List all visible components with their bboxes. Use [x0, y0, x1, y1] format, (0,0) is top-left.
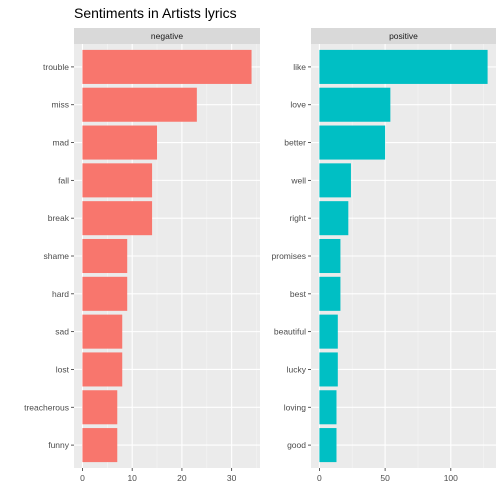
- chart-title: Sentiments in Artists lyrics: [74, 5, 237, 21]
- y-tick-label: hard: [52, 289, 69, 299]
- y-tick-label: love: [290, 100, 306, 110]
- x-tick-label: 0: [80, 473, 85, 483]
- y-tick-label: lucky: [287, 364, 307, 374]
- y-tick-label: lost: [56, 364, 70, 374]
- bar-sad: [82, 314, 123, 349]
- y-tick-label: funny: [48, 440, 70, 450]
- y-tick-label: loving: [284, 402, 306, 412]
- bar-like: [319, 49, 488, 84]
- bar-best: [319, 276, 341, 311]
- bar-lucky: [319, 352, 338, 387]
- bar-miss: [82, 87, 197, 122]
- y-tick-label: promises: [272, 251, 306, 261]
- y-tick-label: mad: [52, 138, 69, 148]
- bar-funny: [82, 428, 118, 463]
- facet-strip: [74, 28, 260, 44]
- x-tick-label: 20: [177, 473, 187, 483]
- bar-fall: [82, 163, 153, 198]
- x-tick-label: 50: [380, 473, 390, 483]
- bar-mad: [82, 125, 158, 160]
- bar-treacherous: [82, 390, 118, 425]
- y-tick-label: beautiful: [274, 327, 306, 337]
- x-tick-label: 0: [317, 473, 322, 483]
- y-tick-label: break: [48, 213, 70, 223]
- facet-positive: positive like love better well right promises b…: [272, 28, 496, 483]
- y-tick-label: miss: [52, 100, 69, 110]
- y-tick-label: right: [289, 213, 306, 223]
- bar-good: [319, 428, 337, 463]
- y-tick-label: treacherous: [24, 402, 69, 412]
- x-tick-label: 10: [127, 473, 137, 483]
- x-tick-label: 30: [227, 473, 237, 483]
- y-tick-label: fall: [58, 175, 69, 185]
- y-tick-label: sad: [55, 327, 69, 337]
- y-tick-label: trouble: [43, 62, 69, 72]
- bar-promises: [319, 238, 341, 274]
- y-tick-label: well: [290, 175, 306, 185]
- bar-better: [319, 125, 386, 160]
- x-tick-label: 100: [444, 473, 458, 483]
- y-tick-label: better: [284, 138, 306, 148]
- y-tick-label: best: [290, 289, 307, 299]
- bar-right: [319, 201, 349, 236]
- facet-strip-label: negative: [151, 31, 183, 41]
- y-tick-label: shame: [43, 251, 69, 261]
- bar-love: [319, 87, 391, 122]
- facet-strip: [311, 28, 496, 44]
- bar-break: [82, 201, 153, 236]
- bar-loving: [319, 390, 337, 425]
- facet-negative: negative trouble miss mad fall break shame hard…: [24, 28, 260, 483]
- y-tick-label: good: [287, 440, 306, 450]
- bar-trouble: [82, 49, 252, 84]
- bar-lost: [82, 352, 123, 387]
- bar-hard: [82, 276, 128, 311]
- bar-beautiful: [319, 314, 338, 349]
- bar-shame: [82, 238, 128, 274]
- bar-well: [319, 163, 351, 198]
- y-tick-label: like: [293, 62, 306, 72]
- facet-strip-label: positive: [389, 31, 418, 41]
